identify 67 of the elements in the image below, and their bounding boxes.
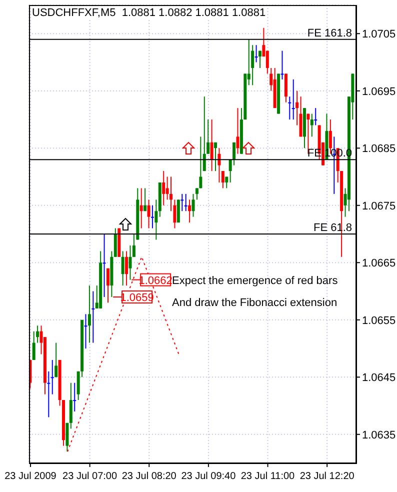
candlestick <box>236 108 240 154</box>
candlestick <box>199 136 202 189</box>
candlestick <box>102 234 106 298</box>
x-tick-label: 23 Jul 12:20 <box>300 471 355 482</box>
annotation: Expect the emergence of red bars <box>172 275 338 287</box>
candlestick <box>210 119 214 172</box>
y-tick-label: 1.0675 <box>362 200 396 212</box>
candlestick <box>192 193 195 218</box>
candlestick <box>69 382 72 430</box>
candlestick <box>214 142 218 172</box>
candlestick <box>180 193 184 212</box>
candlestick <box>36 325 40 344</box>
candlestick <box>150 204 154 229</box>
candlestick <box>47 370 50 418</box>
candlestick <box>258 50 262 68</box>
candlestick <box>73 382 76 412</box>
candlestick <box>114 228 117 258</box>
candlestick <box>202 96 206 172</box>
candlestick <box>140 188 143 229</box>
y-tick-label: 1.0655 <box>362 314 396 327</box>
candlestick <box>188 199 192 224</box>
x-tick-label: 23 Jul 09:40 <box>181 471 236 482</box>
candlestick <box>76 370 80 401</box>
candlestick <box>306 113 310 154</box>
candlestick <box>128 244 132 280</box>
x-tick-label: 23 Jul 2009 <box>4 471 57 482</box>
candlestick <box>92 290 95 344</box>
candlestick <box>54 342 58 378</box>
y-tick-label: 1.0705 <box>362 28 396 41</box>
y-tick-label: 1.0645 <box>362 372 396 384</box>
x-tick-label: 23 Jul 08:20 <box>122 471 177 482</box>
candlestick <box>144 188 147 212</box>
candlestick <box>84 314 88 349</box>
annotation: And draw the Fibonacci extension <box>172 297 338 309</box>
candlestick <box>32 330 36 360</box>
candlestick <box>310 113 314 138</box>
x-tick-label: 23 Jul 07:00 <box>62 471 118 482</box>
candlestick <box>284 73 288 103</box>
candlestick <box>162 170 166 206</box>
candlestick <box>125 250 128 286</box>
candlestick <box>184 193 188 212</box>
ref-line-label: FE 161.8 <box>307 27 352 40</box>
x-tick-label: 23 Jul 11:00 <box>240 471 296 482</box>
candlestick <box>218 148 221 183</box>
candlestick <box>176 199 180 224</box>
candlestick <box>228 159 232 183</box>
candlestick <box>195 188 198 200</box>
candlestick <box>88 285 91 344</box>
candlestick <box>299 96 302 138</box>
y-tick-label: 1.0695 <box>362 86 396 98</box>
candlestick <box>254 44 258 63</box>
candlestick <box>50 359 54 395</box>
y-tick-label: 1.0665 <box>362 258 396 270</box>
candlestick <box>147 199 150 229</box>
candlestick <box>280 50 284 80</box>
candlestick <box>106 268 110 304</box>
candlestick <box>288 96 292 120</box>
candlestick <box>121 250 124 286</box>
candlestick <box>292 78 295 120</box>
candlestick <box>66 422 69 452</box>
y-tick-label: 1.0635 <box>362 429 396 442</box>
chart-title: USDCHFFXF,M5 1.0881 1.0882 1.0881 1.0881 <box>32 7 266 19</box>
y-tick-label: 1.0685 <box>362 143 396 156</box>
candlestick <box>314 108 318 126</box>
candlestick <box>296 90 299 126</box>
candlestick <box>154 199 158 240</box>
candlestick <box>221 170 224 189</box>
